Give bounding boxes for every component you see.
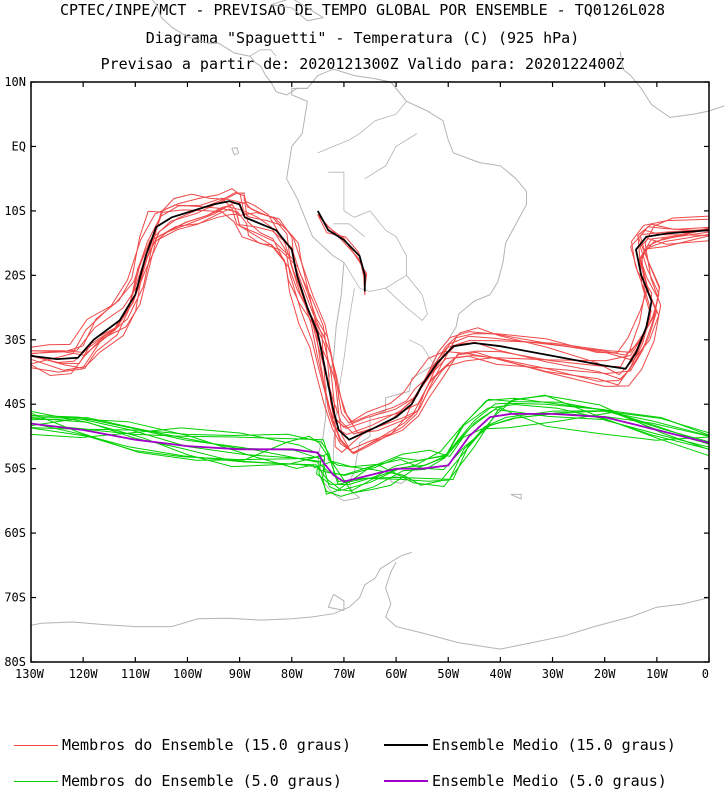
members-15-lines xyxy=(30,188,710,455)
mean-15-line xyxy=(30,200,710,441)
title-line-2: Diagrama "Spaguetti" - Temperatura (C) (… xyxy=(145,29,580,47)
member-15-line xyxy=(30,192,710,435)
member-15-line xyxy=(30,202,710,455)
member-15-line xyxy=(30,213,710,436)
member-5-line xyxy=(30,411,710,495)
country-border-8 xyxy=(333,223,366,238)
member-15-line xyxy=(30,205,710,429)
member-15-line xyxy=(30,193,710,423)
legend-mean-15: Ensemble Medio (15.0 graus) xyxy=(384,736,676,754)
lat-tick-label: 20S xyxy=(4,268,26,282)
legend-label-members-5: Membros do Ensemble (5.0 graus) xyxy=(62,772,342,790)
weddell-coast-outline xyxy=(385,561,710,650)
country-border-5 xyxy=(408,339,433,363)
caribbean-outline xyxy=(270,0,325,22)
land-outlines xyxy=(30,0,725,650)
lat-tick-label: 10N xyxy=(4,75,26,89)
lon-tick-label: 10W xyxy=(646,667,668,681)
member-5-line xyxy=(30,395,710,486)
alexander-island-outline xyxy=(327,593,345,612)
country-border-7 xyxy=(364,133,418,180)
legend-label-mean-15: Ensemble Medio (15.0 graus) xyxy=(432,736,676,754)
member-15-line xyxy=(30,208,710,428)
lon-tick-label: 50W xyxy=(437,667,459,681)
member-5-line xyxy=(30,406,710,494)
legend-label-members-15: Membros do Ensemble (15.0 graus) xyxy=(62,736,351,754)
lon-tick-label: 100W xyxy=(173,667,203,681)
legend-mean-5: Ensemble Medio (5.0 graus) xyxy=(384,772,667,790)
title-line-1: CPTEC/INPE/MCT - PREVISAO DE TEMPO GLOBA… xyxy=(59,1,666,19)
lon-tick-label: 130W xyxy=(15,667,45,681)
lat-tick-label: 80S xyxy=(4,655,26,669)
lon-tick-label: 90W xyxy=(229,667,251,681)
member-15-line xyxy=(30,204,710,451)
country-border-3 xyxy=(385,287,428,321)
country-border-4 xyxy=(328,171,345,211)
legend-members-5: Membros do Ensemble (5.0 graus) xyxy=(14,772,342,790)
country-border-1 xyxy=(343,210,428,315)
members-5-lines xyxy=(30,394,710,497)
country-border-0 xyxy=(317,101,407,154)
central-america-outline xyxy=(151,0,308,96)
lon-tick-label: 0 xyxy=(702,667,709,681)
legend-swatch-members-15 xyxy=(14,744,58,746)
legend-swatch-mean-15 xyxy=(384,744,428,746)
lat-tick-label: 30S xyxy=(4,333,26,347)
lat-tick-label: 50S xyxy=(4,462,26,476)
lat-tick-label: EQ xyxy=(12,139,26,153)
south-america-outline xyxy=(286,68,527,502)
map-frame xyxy=(30,81,710,663)
member-15-coast-line xyxy=(317,213,368,290)
lon-tick-label: 120W xyxy=(69,667,99,681)
legend-swatch-members-5 xyxy=(14,780,58,782)
country-border-2 xyxy=(343,262,407,292)
lon-tick-label: 60W xyxy=(385,667,407,681)
legend-swatch-mean-5 xyxy=(384,780,428,782)
lon-tick-label: 20W xyxy=(594,667,616,681)
member-5-line xyxy=(30,403,710,492)
lat-tick-label: 40S xyxy=(4,397,26,411)
south-georgia-outline xyxy=(510,493,522,500)
lat-tick-label: 70S xyxy=(4,591,26,605)
member-15-line xyxy=(30,204,710,434)
lat-tick-label: 60S xyxy=(4,526,26,540)
lon-tick-label: 70W xyxy=(333,667,355,681)
mean-15-coast-line xyxy=(317,210,366,292)
lon-tick-label: 110W xyxy=(121,667,151,681)
lon-tick-label: 30W xyxy=(542,667,564,681)
antarctic-peninsula-outline xyxy=(30,551,412,628)
ensemble-mean-lines xyxy=(30,200,710,483)
country-border-9 xyxy=(249,49,277,57)
legend-label-mean-5: Ensemble Medio (5.0 graus) xyxy=(432,772,667,790)
mean-5-line xyxy=(30,413,710,483)
member-15-line xyxy=(30,197,710,454)
member-15-line xyxy=(30,209,710,424)
member-5-line xyxy=(30,397,710,497)
lon-tick-label: 40W xyxy=(490,667,512,681)
galapagos-outline xyxy=(231,147,240,156)
lat-tick-label: 10S xyxy=(4,204,26,218)
legend-members-15: Membros do Ensemble (15.0 graus) xyxy=(14,736,351,754)
africa-outline xyxy=(619,51,725,118)
title-line-3: Previsao a partir de: 2020121300Z Valido… xyxy=(100,55,625,73)
lon-tick-label: 80W xyxy=(281,667,303,681)
